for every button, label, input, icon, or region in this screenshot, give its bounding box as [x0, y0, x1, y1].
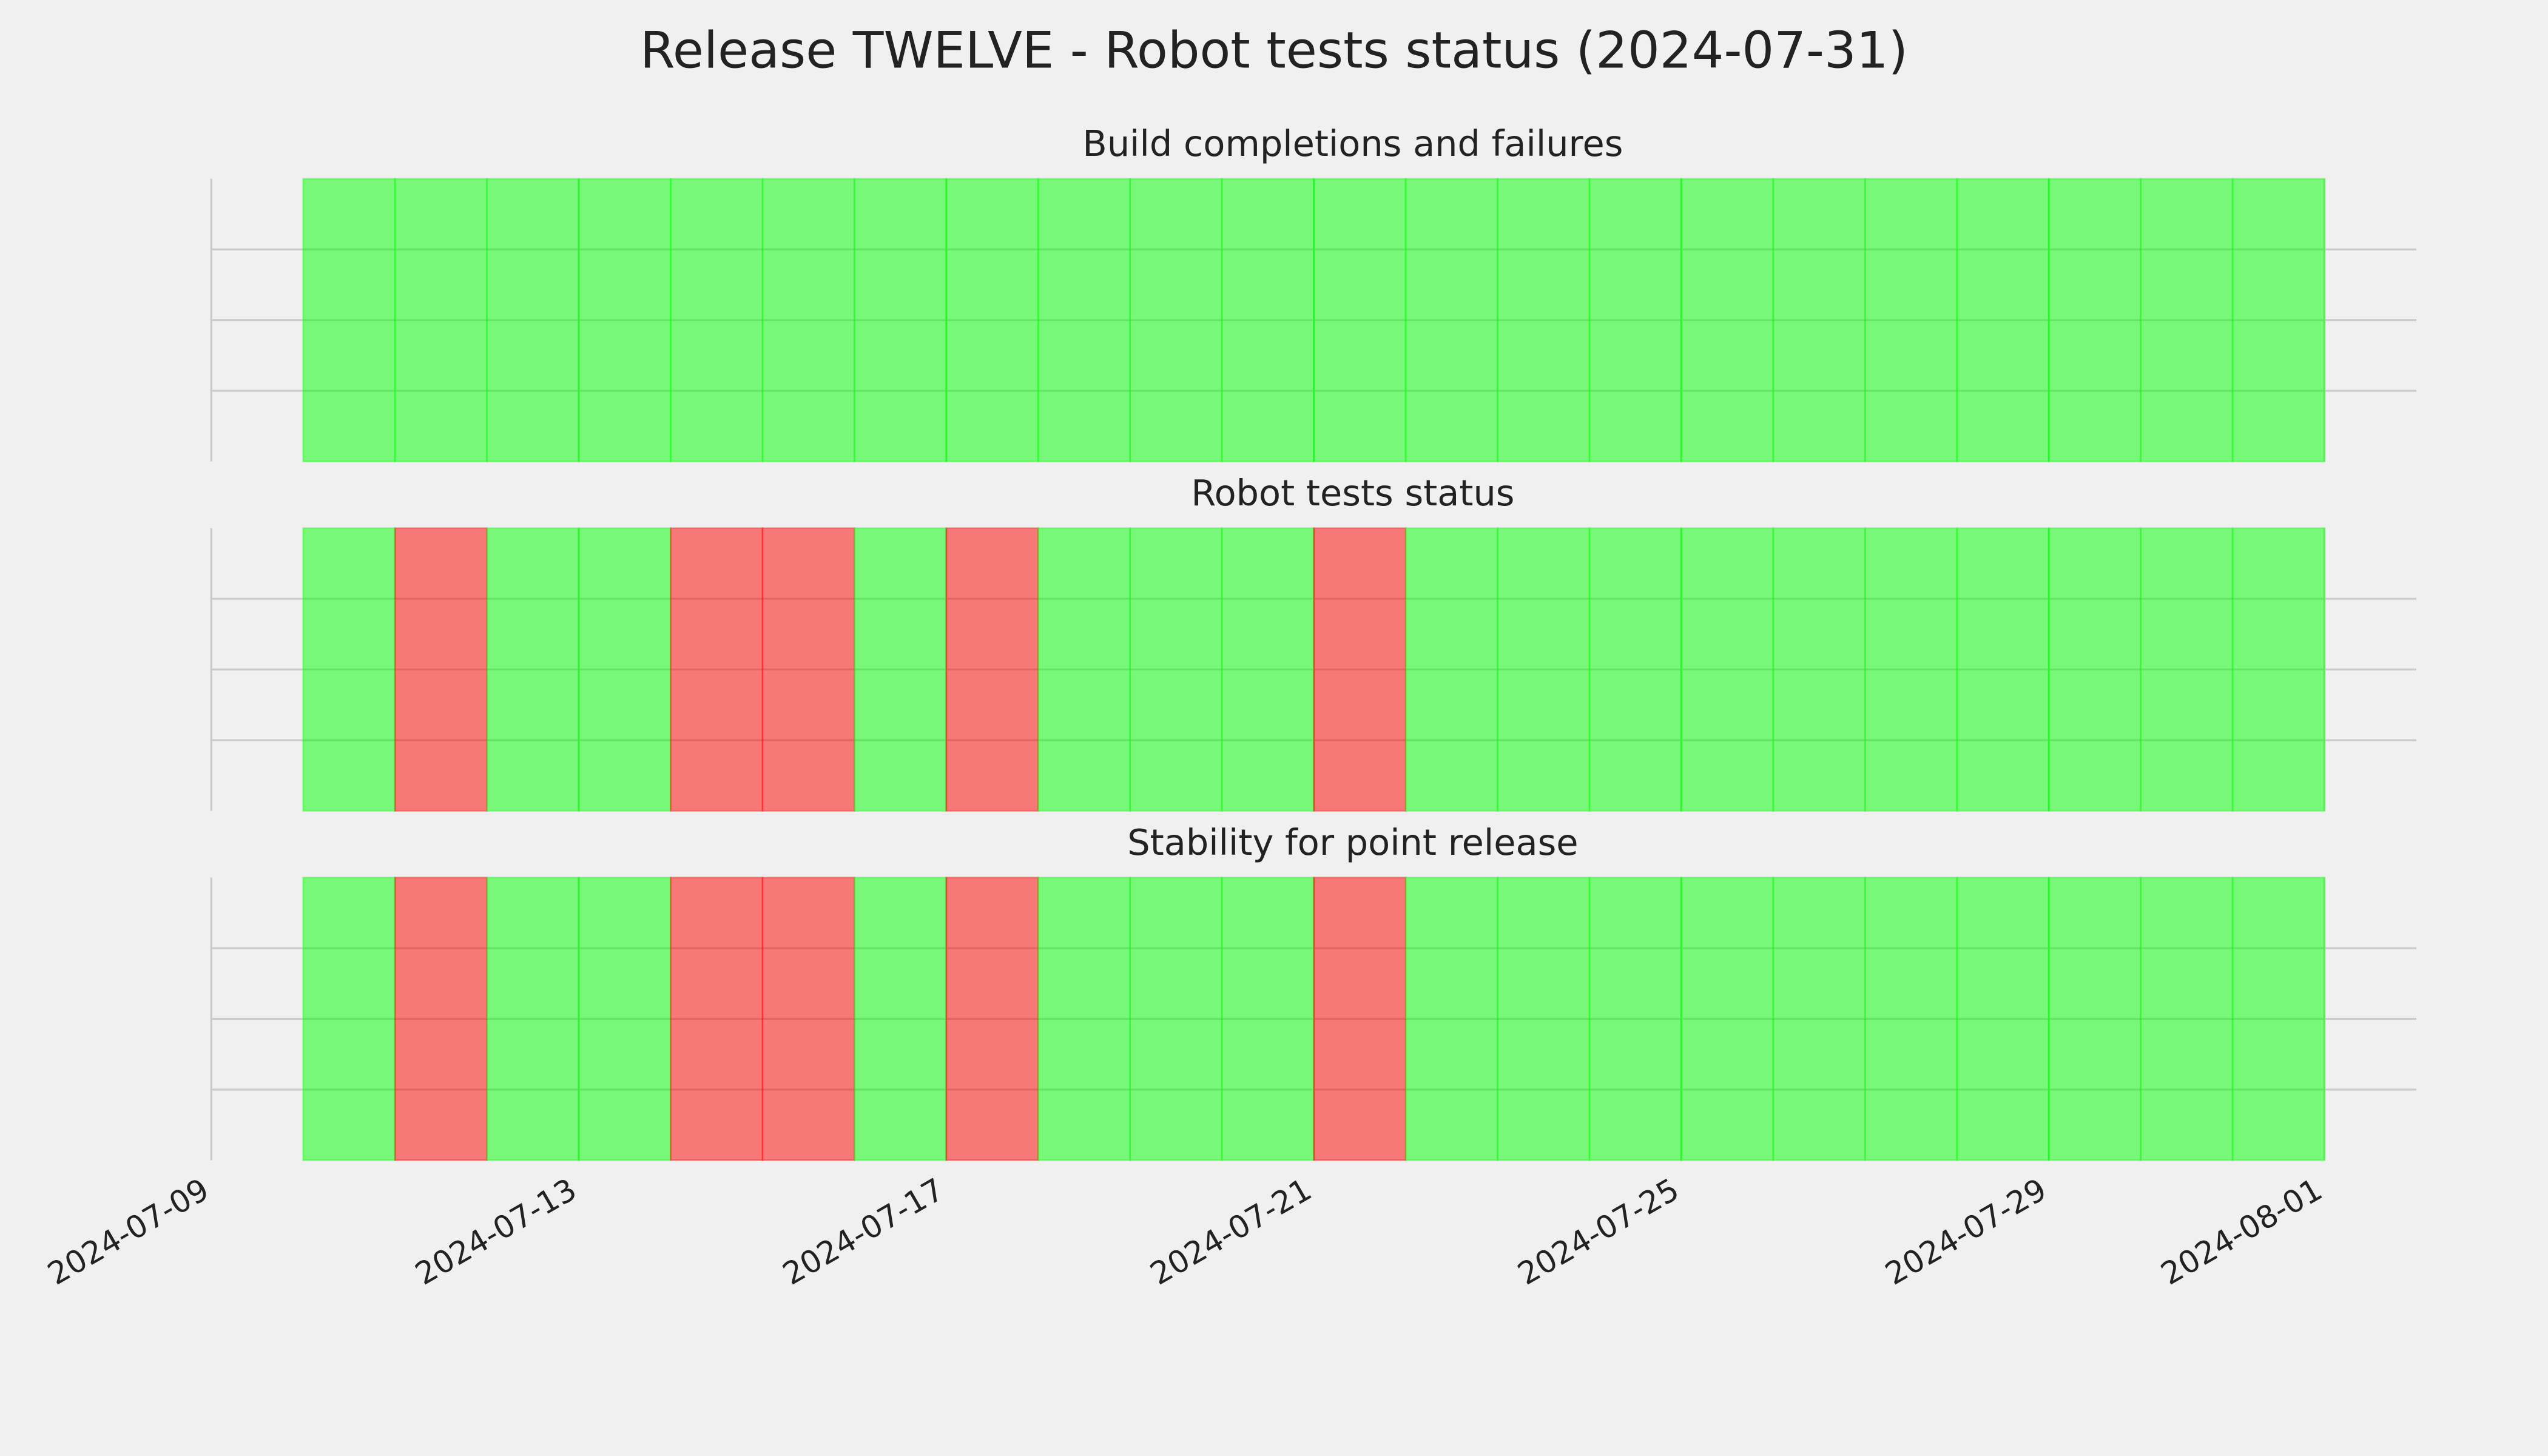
status-band [1037, 527, 1131, 812]
status-band [1404, 527, 1498, 812]
status-band [486, 178, 580, 463]
status-band [854, 877, 948, 1161]
status-band [1680, 527, 1774, 812]
status-band [670, 527, 764, 812]
status-band [1497, 527, 1591, 812]
status-band [578, 527, 672, 812]
status-band [1956, 178, 2050, 463]
status-band [2048, 877, 2142, 1161]
status-band [394, 877, 488, 1161]
status-band [486, 527, 580, 812]
status-band [2140, 178, 2234, 463]
status-band [945, 178, 1039, 463]
status-band [1313, 178, 1407, 463]
status-band [1864, 877, 1958, 1161]
status-band [302, 527, 396, 812]
status-band [1221, 877, 1315, 1161]
status-band [2140, 527, 2234, 812]
status-band [1588, 877, 1682, 1161]
status-band [1129, 877, 1223, 1161]
status-band [1864, 178, 1958, 463]
status-band [854, 527, 948, 812]
status-band [394, 178, 488, 463]
status-band [854, 178, 948, 463]
subplot-title: Robot tests status [1191, 472, 1514, 514]
status-band [1680, 877, 1774, 1161]
status-band [2048, 527, 2142, 812]
status-band [1497, 178, 1591, 463]
status-band [1680, 178, 1774, 463]
status-band [1588, 527, 1682, 812]
status-band [945, 877, 1039, 1161]
subplot-title: Build completions and failures [1082, 123, 1623, 164]
status-band [945, 527, 1039, 812]
status-band [1956, 877, 2050, 1161]
status-band [1129, 178, 1223, 463]
status-band [761, 877, 855, 1161]
status-band [761, 178, 855, 463]
status-band [1772, 527, 1866, 812]
status-band [1497, 877, 1591, 1161]
status-band [1221, 178, 1315, 463]
status-band [1588, 178, 1682, 463]
status-band [2231, 877, 2325, 1161]
status-band [486, 877, 580, 1161]
status-band [302, 877, 396, 1161]
status-band [2140, 877, 2234, 1161]
status-band [1772, 877, 1866, 1161]
status-band [1404, 178, 1498, 463]
status-band [670, 178, 764, 463]
status-band [1037, 877, 1131, 1161]
status-band [394, 527, 488, 812]
status-band [578, 877, 672, 1161]
subplot-title: Stability for point release [1127, 821, 1578, 863]
chart-title: Release TWELVE - Robot tests status (202… [640, 21, 1908, 79]
status-band [2231, 527, 2325, 812]
status-band [1313, 877, 1407, 1161]
status-band [2048, 178, 2142, 463]
status-band [578, 178, 672, 463]
status-band [1221, 527, 1315, 812]
status-band [1404, 877, 1498, 1161]
status-band [1037, 178, 1131, 463]
status-band [670, 877, 764, 1161]
status-band [2231, 178, 2325, 463]
status-band [1864, 527, 1958, 812]
status-band [1129, 527, 1223, 812]
status-band [1956, 527, 2050, 812]
status-band [1772, 178, 1866, 463]
status-band [1313, 527, 1407, 812]
status-band [761, 527, 855, 812]
status-band [302, 178, 396, 463]
